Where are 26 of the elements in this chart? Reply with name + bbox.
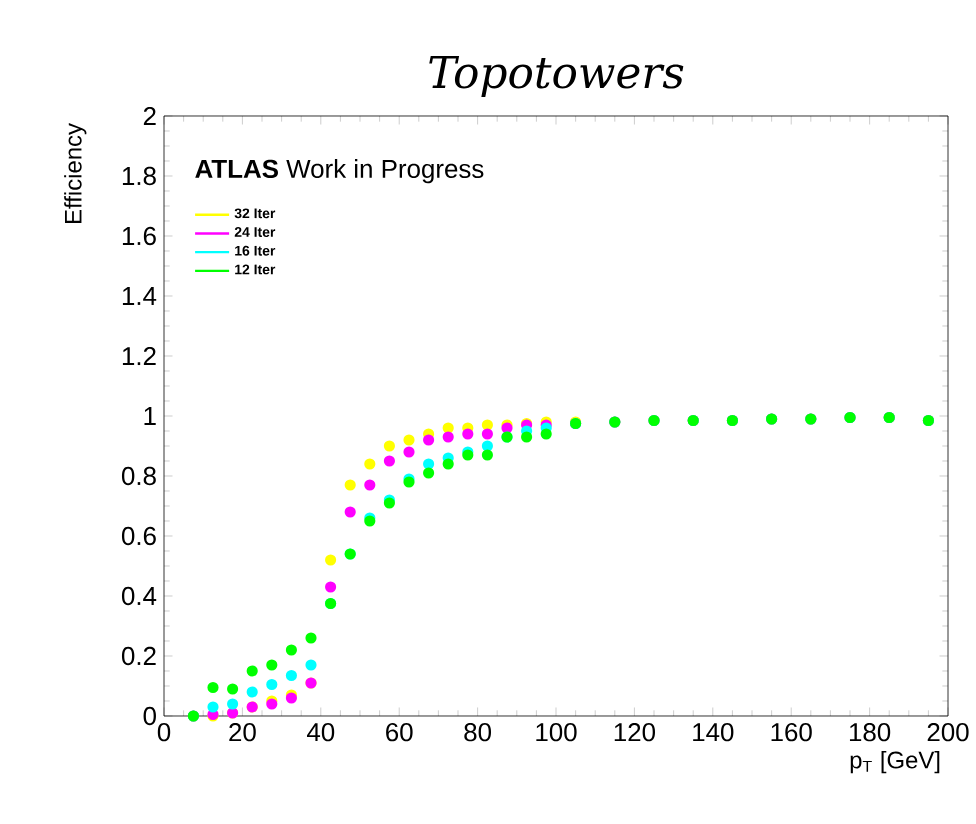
x-tick-label: 80 <box>464 723 492 742</box>
y-tick-label: 1.2 <box>122 346 156 366</box>
chart-title: Topotowers <box>429 55 684 98</box>
y-tick-label: 0.6 <box>121 526 156 546</box>
x-tick-label: 40 <box>306 723 335 742</box>
y-tick-label: 1.4 <box>122 287 157 305</box>
x-tick-label: 160 <box>771 723 812 742</box>
x-tick-label: 200 <box>927 723 969 742</box>
x-tick-label: 180 <box>849 723 891 742</box>
y-tick-label: 0 <box>143 706 156 726</box>
annotation: ATLAS Work in Progress <box>195 159 484 184</box>
x-tick-label: 60 <box>386 723 413 742</box>
x-tick-label: 100 <box>536 723 577 742</box>
y-tick-label: 1.8 <box>122 166 156 186</box>
y-tick-label: 2 <box>143 106 156 126</box>
y-axis-title: Efficiency <box>64 123 87 223</box>
x-tick-label: 140 <box>693 723 734 742</box>
x-axis-title: p$_{T}$ [GeV] <box>850 750 940 774</box>
y-tick-label: 0.8 <box>121 466 156 486</box>
y-tick-label: 0.2 <box>121 646 156 666</box>
x-tick-label: 0 <box>157 723 171 742</box>
y-tick-label: 0.4 <box>121 586 157 606</box>
x-tick-label: 120 <box>614 723 656 742</box>
y-tick-label: 1.6 <box>122 226 156 246</box>
x-tick-label: 20 <box>229 723 256 742</box>
y-tick-label: 1 <box>144 407 156 425</box>
